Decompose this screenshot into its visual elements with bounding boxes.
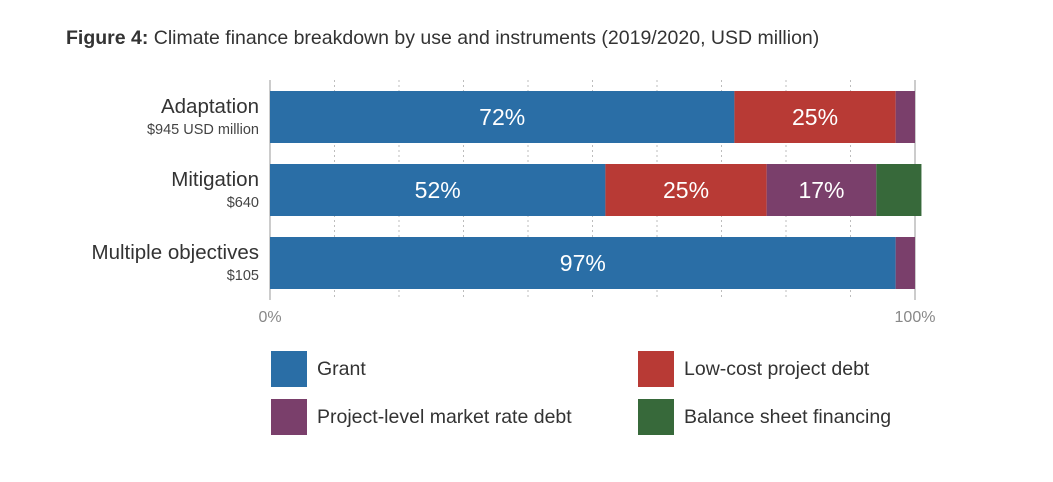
category-label: Adaptation <box>161 95 259 118</box>
category-amount-label: $105 <box>227 268 259 284</box>
bar-segment <box>876 164 922 216</box>
category-label: Mitigation <box>171 168 259 191</box>
stacked-bar-chart: 72% 25% Adaptation $945 USD million 52% 25% 17… <box>92 80 936 326</box>
legend-label: Grant <box>317 357 366 380</box>
bar-data-label: 25% <box>663 177 709 203</box>
legend-label: Project-level market rate debt <box>317 405 572 428</box>
bar-segment <box>270 91 735 143</box>
category-amount-label: $640 <box>227 195 259 211</box>
category-label: Multiple objectives <box>92 241 260 264</box>
legend-label: Balance sheet financing <box>684 405 892 428</box>
figure-label: Figure 4: <box>66 27 149 49</box>
legend-swatch <box>271 399 307 435</box>
category-amount-label: $945 USD million <box>147 122 259 138</box>
bar-data-label: 17% <box>798 177 844 203</box>
legend-item: Low-cost project debt <box>638 351 869 387</box>
legend-item: Project-level market rate debt <box>271 399 572 435</box>
x-tick-label: 0% <box>258 309 281 326</box>
bar-segment <box>895 237 915 289</box>
bar-data-label: 72% <box>479 104 525 130</box>
legend-label: Low-cost project debt <box>684 357 870 380</box>
legend-swatch <box>638 399 674 435</box>
chart-title: Figure 4: Climate finance breakdown by u… <box>66 27 819 50</box>
legend-swatch <box>638 351 674 387</box>
legend-item: Grant <box>271 351 366 387</box>
legend-swatch <box>271 351 307 387</box>
bar-data-label: 97% <box>560 250 606 276</box>
bar-data-label: 25% <box>792 104 838 130</box>
bar-segment <box>605 164 767 216</box>
x-tick-label: 100% <box>895 309 936 326</box>
bar-segment <box>766 164 877 216</box>
bar-segment <box>895 91 915 143</box>
bar-segment <box>734 91 896 143</box>
legend-item: Balance sheet financing <box>638 399 891 435</box>
bar-segment <box>270 164 606 216</box>
bar-segment <box>270 237 896 289</box>
bar-data-label: 52% <box>415 177 461 203</box>
figure-caption: Climate finance breakdown by use and ins… <box>153 27 820 49</box>
